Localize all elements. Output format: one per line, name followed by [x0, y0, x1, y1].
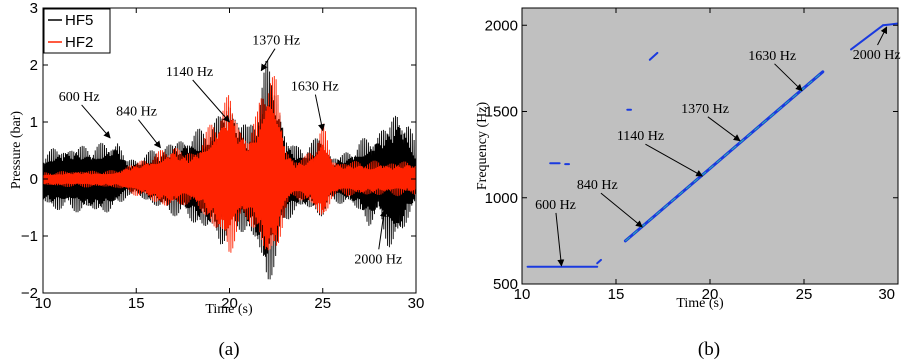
- panel-a-annotation-arrow: [192, 79, 230, 123]
- panel-b-ytick-label: 1000: [485, 190, 518, 207]
- spectrogram-ridge: [648, 51, 659, 61]
- panel-b-caption: (b): [698, 339, 720, 360]
- panel-a-annotation-arrow: [314, 94, 325, 132]
- panel-b-annotation-label: 2000 Hz: [853, 48, 901, 63]
- legend-label-hf5: HF5: [65, 12, 93, 29]
- panel-a-ytick-label: 1: [30, 114, 38, 131]
- panel-b-xtick-label: 25: [796, 286, 813, 303]
- spectrogram-ridge: [596, 258, 602, 265]
- panel-b-ytick-label: 1500: [485, 104, 518, 121]
- panel-a-ytick-label: 3: [30, 0, 38, 17]
- spectrogram-ridge: [882, 22, 898, 27]
- panel-b-annotation-arrow: [645, 143, 704, 177]
- panel-a-annotation-label: 840 Hz: [116, 105, 157, 120]
- panel-a-xtick-label: 10: [35, 295, 52, 312]
- panel-b-annotation-label: 1630 Hz: [748, 49, 796, 64]
- panel-a-ytick-label: 0: [30, 171, 38, 188]
- panel-a-annotation-arrow: [138, 119, 161, 149]
- legend: HF5 HF2: [43, 8, 111, 54]
- panel-b-annotation-label: 600 Hz: [535, 198, 576, 213]
- panel-a-ytick-label: −2: [21, 285, 38, 302]
- panel-a-xtick-label: 15: [128, 295, 145, 312]
- panel-b-annotation-arrow: [600, 192, 643, 228]
- panel-b-annotation-arrow: [707, 116, 741, 142]
- panel-a-annotation-label: 1140 Hz: [166, 65, 213, 80]
- panel-a-xtick-label: 20: [221, 295, 238, 312]
- panel-b-xtick-label: 20: [702, 286, 719, 303]
- panel-a-ylabel: Pressure (bar): [9, 111, 24, 189]
- panel-b-xtick-label: 15: [608, 286, 625, 303]
- panel-a-ytick-label: −1: [21, 228, 38, 245]
- panel-b-annotation-arrow: [774, 63, 803, 92]
- spectrogram-ridge: [850, 24, 884, 51]
- panel-a-annotation-label: 600 Hz: [59, 90, 100, 105]
- panel-a-annotation-label: 1630 Hz: [291, 80, 339, 95]
- panel-a-xtick-label: 25: [314, 295, 331, 312]
- panel-b-xtick-label: 10: [514, 286, 531, 303]
- panel-b-annotation-arrow: [555, 212, 565, 267]
- panel-b-annotation-label: 1370 Hz: [681, 102, 729, 117]
- panel-a-annotation-arrow: [378, 209, 387, 250]
- panel-a: 10 15 20 25 30 −2 −1 0 1 2 3 600 Hz 840 Hz 1140 Hz 13…: [9, 0, 424, 360]
- legend-label-hf2: HF2: [65, 34, 93, 51]
- panel-b-ylabel: Frequency (Hz): [475, 102, 490, 191]
- panel-b-ytick-label: 500: [493, 276, 518, 293]
- panel-a-xlabel: Time (s): [205, 302, 253, 317]
- panel-a-annotation-label: 2000 Hz: [354, 252, 402, 267]
- panel-a-annotation-label: 1370 Hz: [252, 34, 300, 49]
- panel-b-xtick-label: 30: [878, 286, 895, 303]
- panel-b-annotation-label: 840 Hz: [577, 178, 618, 193]
- panel-b-annotation-arrow: [877, 26, 888, 46]
- panel-a-ytick-label: 2: [30, 57, 38, 74]
- panel-a-xtick-label: 30: [408, 295, 425, 312]
- panel-b-plot-background: [522, 8, 898, 284]
- spectrogram-ridge-core: [625, 71, 824, 242]
- panel-b-xlabel: Time (s): [676, 296, 724, 311]
- panel-a-caption: (a): [218, 339, 239, 360]
- panel-a-annotation-arrow: [260, 48, 276, 72]
- panel-b-annotation-label: 1140 Hz: [617, 129, 664, 144]
- panel-a-annotation-arrow: [81, 104, 111, 139]
- legend-box: [43, 8, 111, 54]
- panel-b-ytick-label: 2000: [485, 17, 518, 34]
